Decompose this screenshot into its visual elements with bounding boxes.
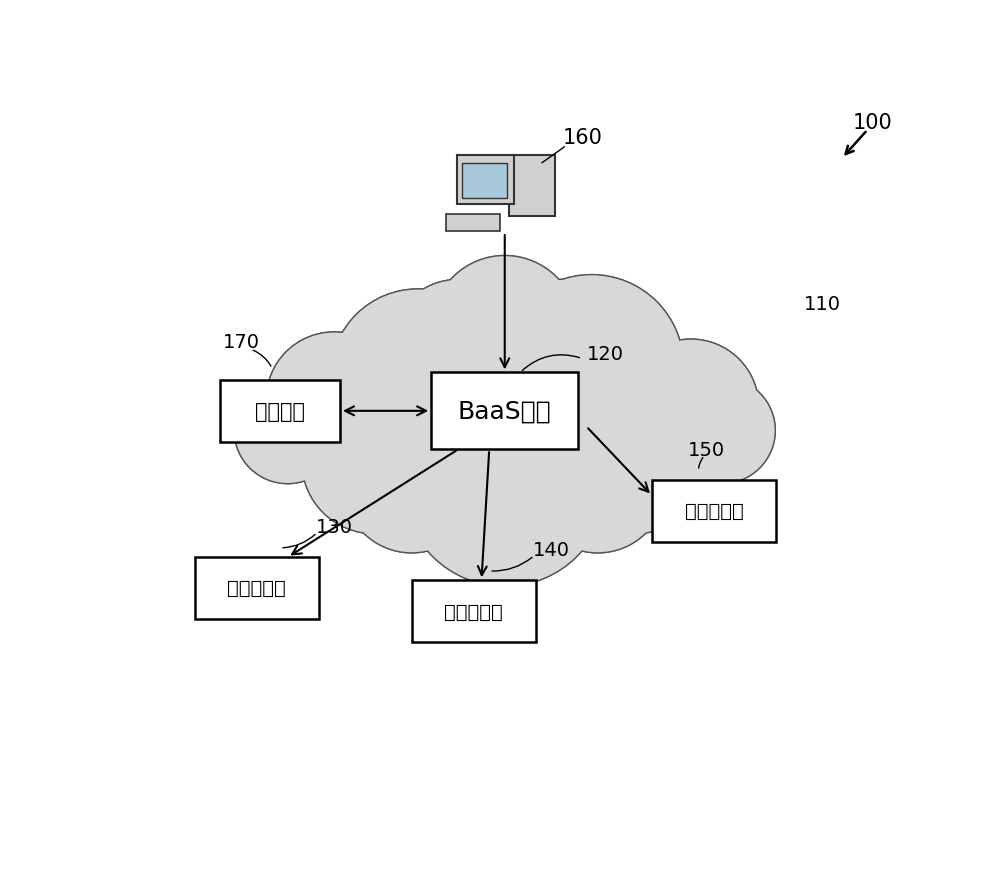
Circle shape [331,290,504,462]
Circle shape [500,276,683,457]
Circle shape [331,290,504,462]
Circle shape [500,276,683,457]
Circle shape [404,386,606,586]
Circle shape [563,390,707,533]
Circle shape [530,419,665,553]
Circle shape [433,257,577,400]
Text: 区块链网络: 区块链网络 [685,502,743,521]
Circle shape [669,379,775,483]
FancyBboxPatch shape [509,156,555,217]
Circle shape [530,419,665,553]
Bar [431,373,578,450]
Circle shape [235,379,341,483]
Circle shape [391,281,526,414]
Circle shape [331,290,504,462]
Text: 150: 150 [688,440,725,460]
Text: 170: 170 [223,332,260,352]
Circle shape [433,257,577,400]
Text: 区块链网络: 区块链网络 [227,579,286,598]
Circle shape [563,390,707,533]
Circle shape [391,281,526,414]
Circle shape [267,333,402,467]
Circle shape [380,283,630,531]
Text: 区块链网络: 区块链网络 [444,602,503,621]
Text: 160: 160 [562,128,602,148]
Text: 140: 140 [533,540,570,560]
Text: 110: 110 [804,294,841,313]
Bar [652,481,776,542]
Circle shape [493,281,628,414]
Text: BaaS平台: BaaS平台 [458,399,552,424]
Circle shape [380,283,630,531]
Circle shape [623,340,758,474]
Bar [412,581,536,642]
Circle shape [344,419,479,553]
Circle shape [302,390,447,533]
Circle shape [344,419,479,553]
FancyBboxPatch shape [446,215,500,232]
Circle shape [669,379,775,483]
Circle shape [267,333,402,467]
Circle shape [493,281,628,414]
Circle shape [433,257,577,400]
Circle shape [493,281,628,414]
Circle shape [669,379,775,483]
Bar [220,381,340,442]
Circle shape [391,281,526,414]
Bar [195,558,319,619]
FancyBboxPatch shape [462,164,507,198]
Circle shape [623,340,758,474]
Circle shape [380,283,630,531]
Circle shape [235,379,341,483]
Circle shape [530,419,665,553]
Circle shape [623,340,758,474]
Circle shape [500,276,683,457]
Circle shape [267,333,402,467]
FancyBboxPatch shape [457,156,514,205]
Circle shape [302,390,447,533]
Text: 120: 120 [587,344,624,363]
Circle shape [344,419,479,553]
Circle shape [235,379,341,483]
Circle shape [404,386,606,586]
Circle shape [302,390,447,533]
Text: 100: 100 [853,113,893,133]
Text: 130: 130 [316,517,353,536]
Circle shape [563,390,707,533]
Text: 存储设备: 存储设备 [255,402,305,421]
Circle shape [404,386,606,586]
